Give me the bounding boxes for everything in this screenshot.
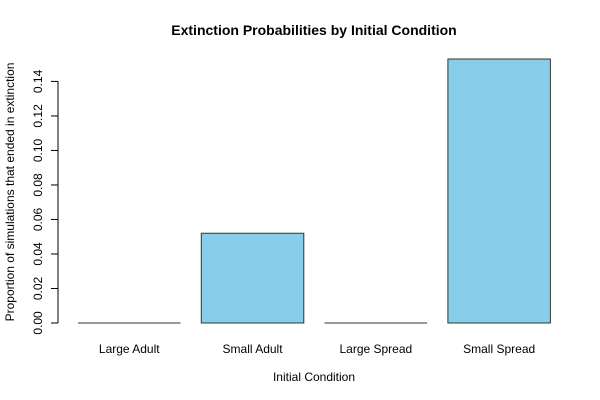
bar	[447, 58, 551, 324]
x-axis-label: Initial Condition	[273, 370, 355, 384]
y-tick-label: 0.04	[31, 242, 45, 266]
x-tick-label: Large Spread	[339, 342, 412, 356]
y-axis-label: Proportion of simulations that ended in …	[3, 63, 17, 322]
y-tick-label: 0.10	[31, 138, 45, 162]
y-tick-label: 0.02	[31, 276, 45, 300]
y-tick-label: 0.08	[31, 173, 45, 197]
y-tick-label: 0.06	[31, 207, 45, 231]
x-tick-label: Large Adult	[99, 342, 160, 356]
y-tick-label: 0.14	[31, 69, 45, 93]
x-tick-label: Small Adult	[223, 342, 284, 356]
chart-title: Extinction Probabilities by Initial Cond…	[171, 22, 456, 38]
y-tick-label: 0.12	[31, 104, 45, 128]
bar	[200, 232, 305, 324]
x-tick-label: Small Spread	[463, 342, 535, 356]
y-tick-label: 0.00	[31, 311, 45, 335]
